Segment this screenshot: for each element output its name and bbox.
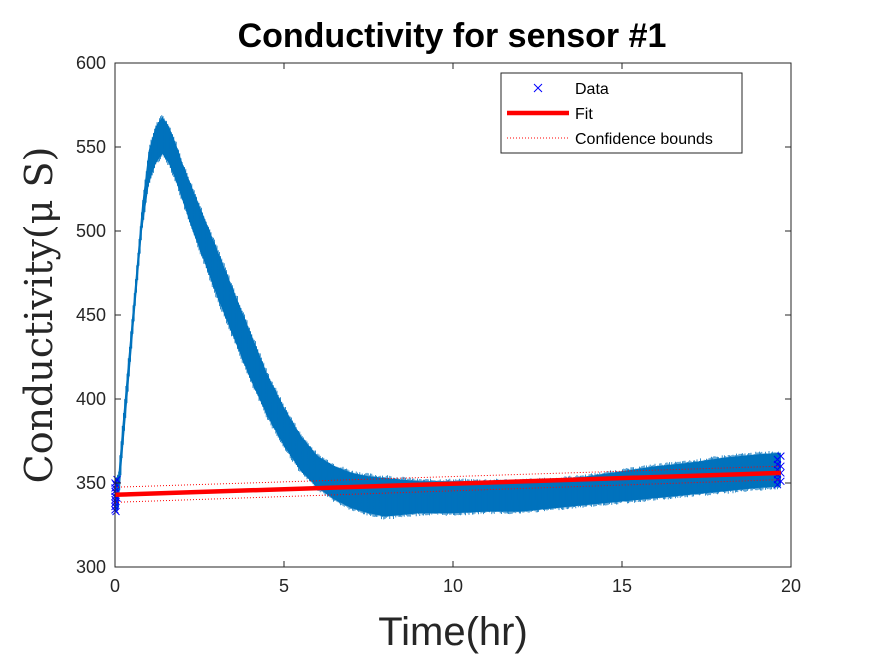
x-tick-label: 5 xyxy=(279,576,289,596)
confidence-upper-line xyxy=(114,465,781,488)
chart-title: Conductivity for sensor #1 xyxy=(238,17,667,55)
data-marker xyxy=(777,477,785,486)
data-marker xyxy=(777,452,785,460)
plot-area xyxy=(111,115,785,520)
fit-line xyxy=(114,470,781,498)
legend-label: Fit xyxy=(575,106,593,123)
x-tick-label: 15 xyxy=(612,576,632,596)
x-axis: 0 5 10 15 20 xyxy=(110,63,801,596)
legend-marker-data xyxy=(533,83,543,93)
x-axis-label: Time(hr) xyxy=(378,610,528,654)
y-tick-label: 550 xyxy=(76,137,106,157)
confidence-lower-line xyxy=(114,479,781,503)
legend-label: Data xyxy=(575,81,609,98)
legend: Data Fit Confidence bounds xyxy=(500,72,743,154)
y-tick-label: 600 xyxy=(76,53,106,73)
y-tick-label: 400 xyxy=(76,389,106,409)
y-tick-label: 500 xyxy=(76,221,106,241)
y-tick-label: 450 xyxy=(76,305,106,325)
y-tick-label: 300 xyxy=(76,557,106,577)
legend-label: Confidence bounds xyxy=(575,131,713,148)
y-axis: 300 350 400 450 500 550 600 xyxy=(76,53,791,577)
data-series-band xyxy=(115,116,781,517)
y-axis-label: Conductivity(μ S) xyxy=(17,147,61,484)
x-tick-label: 10 xyxy=(443,576,463,596)
x-tick-label: 0 xyxy=(110,576,120,596)
data-series-noise xyxy=(114,115,781,520)
x-tick-label: 20 xyxy=(781,576,801,596)
data-marker xyxy=(112,507,120,516)
y-tick-label: 350 xyxy=(76,473,106,493)
